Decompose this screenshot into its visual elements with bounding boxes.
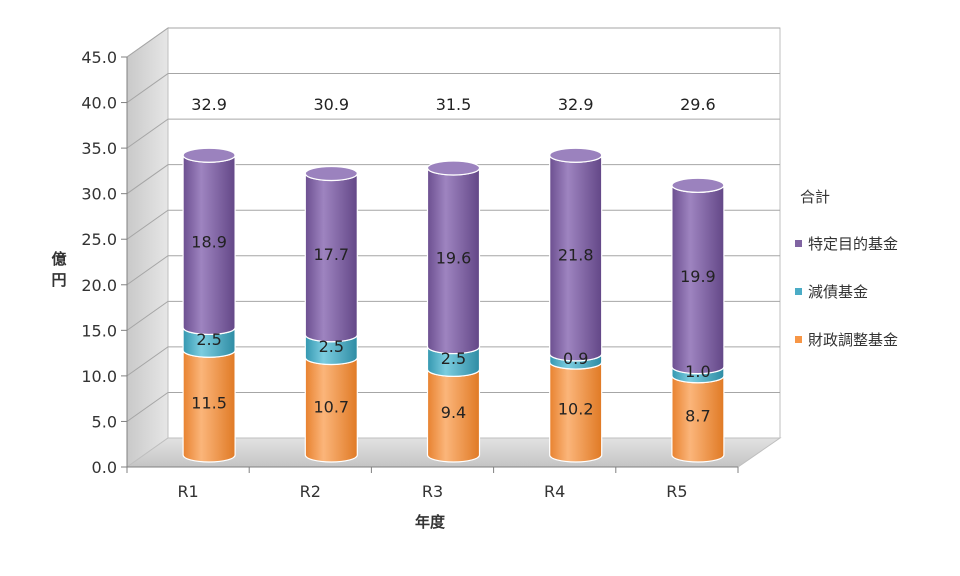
bar-top-cap (304, 165, 358, 182)
bar-top-cap (549, 147, 603, 163)
bar-stack-R1 (182, 147, 236, 463)
data-label: 19.9 (680, 267, 716, 286)
legend-entry: 特定目的基金 (808, 235, 898, 253)
bar-top-cap (671, 177, 725, 193)
legend-entry: 減債基金 (808, 283, 868, 301)
x-axis: R1 R2 R3 R4 R5 (126, 466, 739, 501)
bar-stack-R5 (671, 177, 725, 463)
x-tick-label: R1 (177, 482, 198, 501)
x-tick-label: R5 (666, 482, 687, 501)
x-tick-label: R3 (422, 482, 443, 501)
data-label: 10.7 (313, 397, 349, 416)
grid-line (126, 73, 780, 103)
y-tick-label: 5.0 (92, 412, 117, 431)
grid-line (126, 118, 780, 149)
total-label: 31.5 (436, 95, 472, 114)
y-axis-label-1: 億 (51, 250, 66, 268)
y-tick-label: 0.0 (92, 458, 117, 477)
y-tick-label: 40.0 (81, 94, 117, 113)
total-label: 32.9 (558, 95, 594, 114)
legend-swatch (795, 288, 802, 295)
data-label: 18.9 (191, 232, 227, 251)
data-label: 9.4 (441, 403, 466, 422)
data-label: 1.0 (685, 362, 710, 381)
data-label: 11.5 (191, 394, 227, 413)
data-label: 2.5 (196, 330, 221, 349)
data-label: 2.5 (441, 349, 466, 368)
grid-line (126, 27, 780, 58)
bar-top-cap (426, 160, 481, 176)
data-label: 17.7 (313, 245, 349, 264)
bar-stack-R4 (549, 147, 603, 463)
y-tick-label: 30.0 (81, 185, 117, 204)
legend-swatch (795, 336, 802, 343)
y-tick-label: 20.0 (81, 276, 117, 295)
data-label: 10.2 (558, 400, 594, 419)
legend-total-label: 合計 (800, 188, 830, 206)
y-tick-label: 25.0 (81, 230, 117, 249)
x-axis-title: 年度 (415, 513, 446, 531)
data-label: 8.7 (685, 406, 710, 425)
data-label: 19.6 (436, 248, 472, 267)
total-label: 32.9 (191, 95, 227, 114)
data-label: 2.5 (319, 337, 344, 356)
data-label: 0.9 (563, 349, 588, 368)
x-tick-label: R2 (300, 482, 321, 501)
legend-entry: 財政調整基金 (808, 331, 898, 349)
y-tick-label: 35.0 (81, 139, 117, 158)
side-wall (126, 27, 169, 468)
total-label: 29.6 (680, 95, 716, 114)
y-axis: 0.0 5.0 10.0 15.0 20.0 25.0 30.0 35.0 40.0 45.0 (81, 48, 128, 477)
y-tick-label: 10.0 (81, 367, 117, 386)
bar-stack-R3 (426, 160, 481, 463)
bar-top-cap (182, 147, 236, 163)
y-axis-label-2: 円 (51, 271, 66, 289)
y-tick-label: 45.0 (81, 48, 117, 67)
bar-series (182, 147, 725, 463)
bar-stack-R2 (304, 165, 358, 463)
total-label: 30.9 (313, 95, 349, 114)
legend-swatch (795, 240, 802, 247)
data-labels: 11.5 2.5 18.9 32.9 10.7 2.5 17.7 30.9 9.4 2.5 19.6… (191, 95, 715, 425)
x-tick-label: R4 (544, 482, 565, 501)
data-label: 21.8 (558, 246, 594, 265)
y-tick-label: 15.0 (81, 321, 117, 340)
